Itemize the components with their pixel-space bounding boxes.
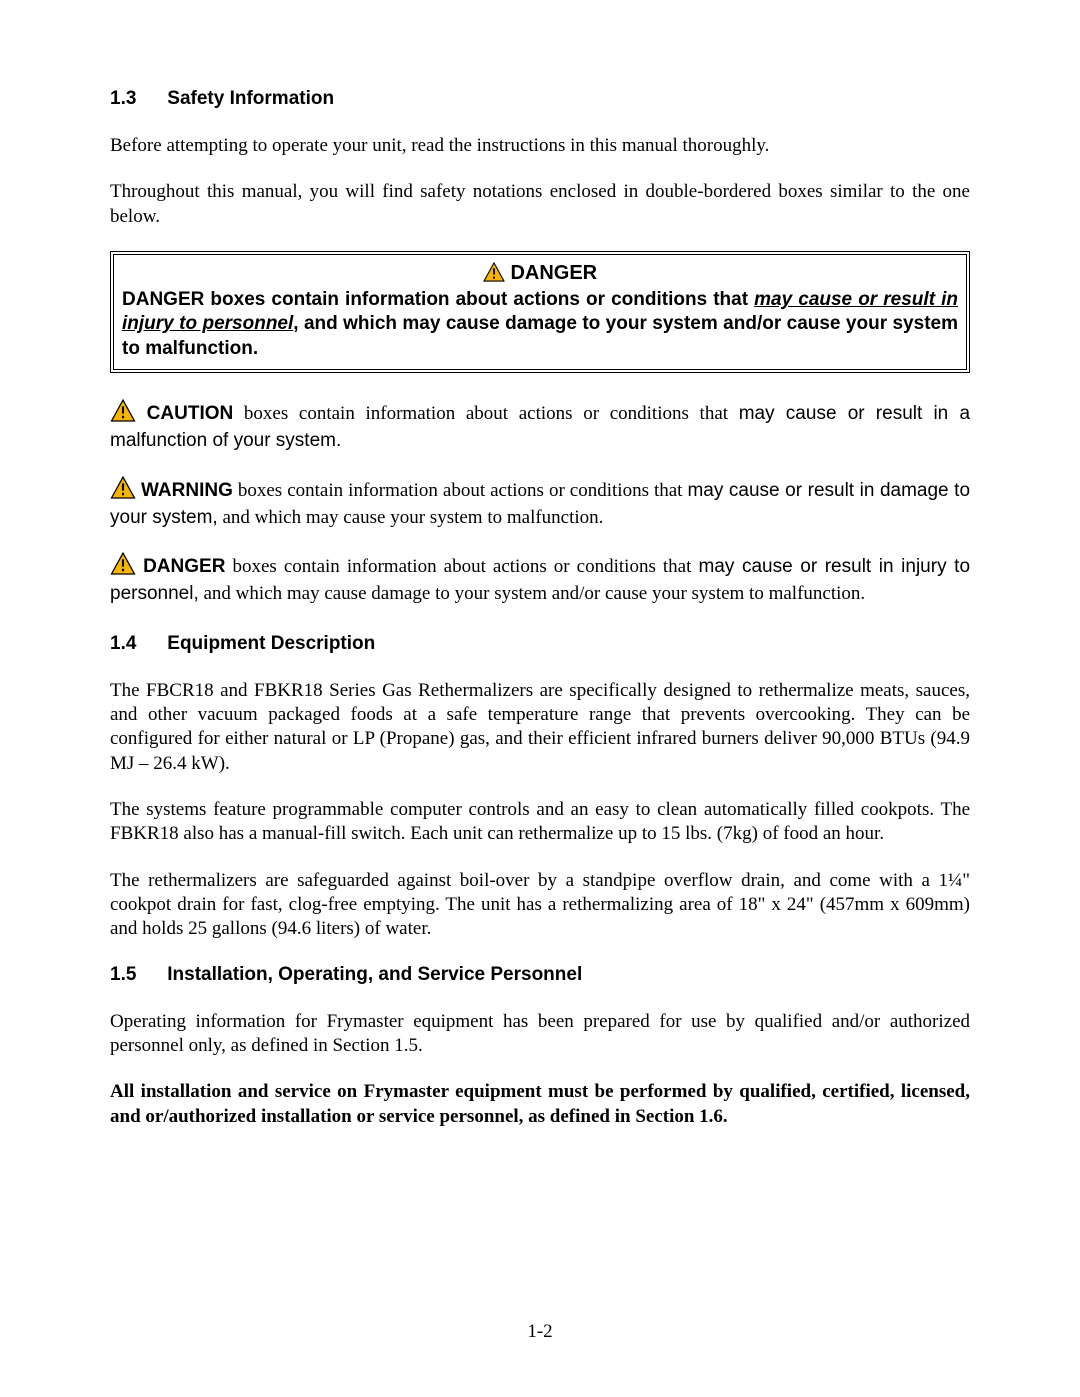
heading-title: Safety Information [167, 88, 334, 109]
section14-p3: The rethermalizers are safeguarded again… [110, 869, 970, 942]
warning-text-pre: boxes contain information about actions … [233, 480, 688, 501]
warning-triangle-icon [110, 476, 136, 506]
danger-label: DANGER [143, 556, 225, 577]
warning-triangle-icon [483, 262, 505, 288]
caution-text-pre: boxes contain information about actions … [233, 403, 738, 424]
danger-box: DANGER DANGER boxes contain information … [110, 251, 970, 373]
heading-1-3: 1.3 Safety Information [110, 88, 970, 110]
danger-text-post: and which may cause damage to your syste… [199, 583, 865, 604]
danger-body-pre: DANGER boxes contain information about a… [122, 289, 754, 310]
warning-paragraph: WARNING boxes contain information about … [110, 476, 970, 531]
warning-label: WARNING [141, 480, 233, 501]
page-number: 1-2 [0, 1321, 1080, 1343]
section15-p1: Operating information for Frymaster equi… [110, 1010, 970, 1059]
warning-triangle-icon [110, 552, 136, 582]
danger-box-title: DANGER [510, 262, 597, 284]
danger-box-title-row: DANGER [122, 261, 958, 288]
warning-triangle-icon [110, 399, 136, 429]
section14-p2: The systems feature programmable compute… [110, 798, 970, 847]
section15-p2-bold: All installation and service on Frymaste… [110, 1080, 970, 1129]
warning-text-post: and which may cause your system to malfu… [218, 507, 604, 528]
heading-title: Installation, Operating, and Service Per… [167, 964, 582, 985]
heading-1-4: 1.4 Equipment Description [110, 633, 970, 655]
danger-text-pre: boxes contain information about actions … [225, 556, 698, 577]
danger-paragraph: DANGER boxes contain information about a… [110, 552, 970, 607]
danger-box-body: DANGER boxes contain information about a… [122, 288, 958, 361]
content-area: 1.3 Safety Information Before attempting… [110, 88, 970, 1129]
section13-p2: Throughout this manual, you will find sa… [110, 180, 970, 229]
heading-number: 1.5 [110, 964, 162, 986]
caution-paragraph: CAUTION boxes contain information about … [110, 399, 970, 454]
section13-p1: Before attempting to operate your unit, … [110, 134, 970, 158]
heading-1-5: 1.5 Installation, Operating, and Service… [110, 964, 970, 986]
section14-p1: The FBCR18 and FBKR18 Series Gas Retherm… [110, 679, 970, 776]
danger-box-inner: DANGER DANGER boxes contain information … [116, 257, 964, 367]
caution-label: CAUTION [147, 403, 234, 424]
heading-number: 1.3 [110, 88, 162, 110]
document-page: 1.3 Safety Information Before attempting… [0, 0, 1080, 1397]
heading-number: 1.4 [110, 633, 162, 655]
heading-title: Equipment Description [167, 633, 375, 654]
